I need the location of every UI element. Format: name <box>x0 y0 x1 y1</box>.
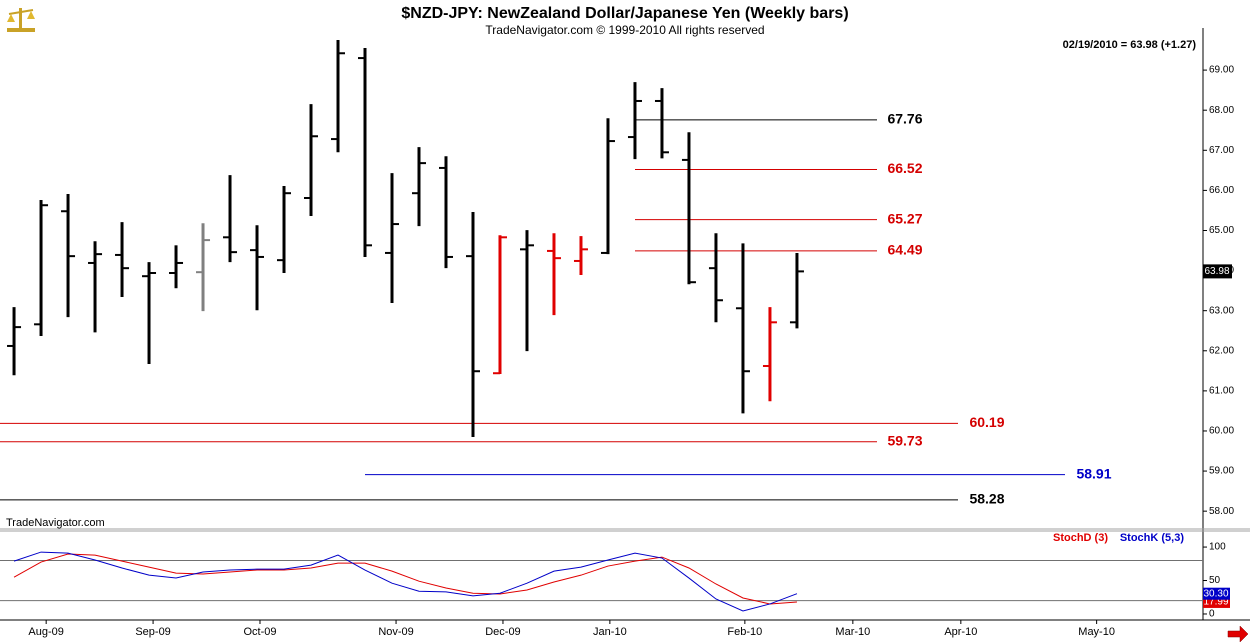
y-tick-label: 67.00 <box>1209 145 1234 156</box>
y-tick-label: 59.00 <box>1209 466 1234 477</box>
logo <box>7 8 35 32</box>
last-value-label: 30.30 <box>1203 588 1228 599</box>
x-tick-label: Apr-10 <box>944 626 977 638</box>
level-label: 58.28 <box>969 491 1004 507</box>
level-label: 64.49 <box>887 242 922 258</box>
level-label: 58.91 <box>1076 465 1111 481</box>
x-tick-label: Oct-09 <box>243 626 276 638</box>
level-label: 67.76 <box>887 111 922 127</box>
y-tick-label: 66.00 <box>1209 185 1234 196</box>
y-tick-label: 50 <box>1209 575 1221 586</box>
x-tick-label: Feb-10 <box>727 626 762 638</box>
stoch-line <box>13 553 797 605</box>
level-label: 59.73 <box>887 432 922 448</box>
x-tick-label: May-10 <box>1078 626 1115 638</box>
x-tick-label: Sep-09 <box>135 626 170 638</box>
stoch-line <box>13 551 798 612</box>
y-tick-label: 0 <box>1209 609 1215 620</box>
x-tick-label: Mar-10 <box>835 626 870 638</box>
level-label: 66.52 <box>887 160 922 176</box>
x-tick-label: Aug-09 <box>28 626 63 638</box>
level-label: 65.27 <box>887 210 922 226</box>
y-tick-label: 68.00 <box>1209 105 1234 116</box>
x-tick-label: Dec-09 <box>485 626 520 638</box>
y-tick-label: 58.00 <box>1209 506 1234 517</box>
last-value-tag <box>1203 587 1230 600</box>
y-tick-label: 63.00 <box>1209 305 1234 316</box>
y-tick-label: 62.00 <box>1209 345 1234 356</box>
y-tick-label: 69.00 <box>1209 65 1234 76</box>
chart-title: $NZD-JPY: NewZealand Dollar/Japanese Yen… <box>401 5 848 22</box>
y-tick-label: 60.00 <box>1209 426 1234 437</box>
legend-entry: StochD (3) <box>1053 532 1108 544</box>
last-price-tag <box>1203 264 1232 279</box>
y-tick-label: 61.00 <box>1209 386 1234 397</box>
y-tick-label: 100 <box>1209 542 1226 553</box>
last-price-label: 63.98 <box>1204 266 1229 277</box>
scroll-arrow[interactable] <box>1227 625 1249 643</box>
legend-entry: StochK (5,3) <box>1120 532 1185 544</box>
stochastic-panel: 0 50 100 StochD (3) 17.99 StochK (5,3) 30.30 <box>0 532 1230 620</box>
level-label: 60.19 <box>969 414 1004 430</box>
x-tick-label: Jan-10 <box>593 626 627 638</box>
last-value-label: 17.99 <box>1203 597 1228 608</box>
y-tick-label: 65.00 <box>1209 225 1234 236</box>
price-annotation: 02/19/2010 = 63.98 (+1.27) <box>1063 39 1197 51</box>
price-panel: 58.0059.0060.0061.0062.0063.0064.0065.00… <box>0 40 1234 517</box>
chart-subtitle: TradeNavigator.com © 1999-2010 All right… <box>485 23 764 37</box>
x-tick-label: Nov-09 <box>378 626 413 638</box>
watermark: TradeNavigator.com <box>6 517 105 529</box>
